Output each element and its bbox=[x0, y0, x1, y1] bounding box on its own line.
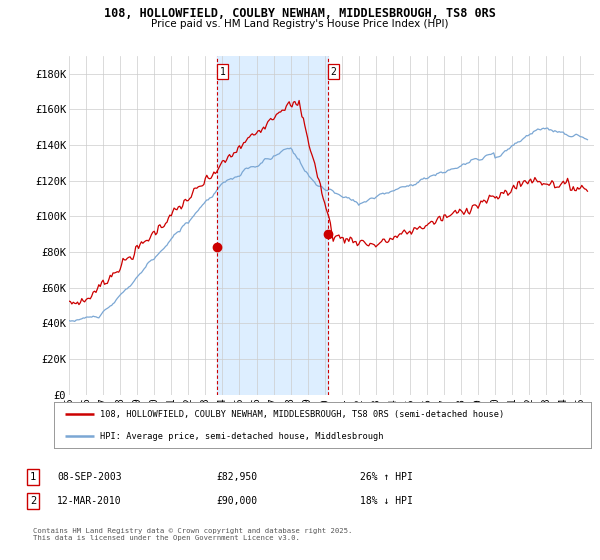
Text: £90,000: £90,000 bbox=[216, 496, 257, 506]
Text: 08-SEP-2003: 08-SEP-2003 bbox=[57, 472, 122, 482]
Text: 26% ↑ HPI: 26% ↑ HPI bbox=[360, 472, 413, 482]
Text: 108, HOLLOWFIELD, COULBY NEWHAM, MIDDLESBROUGH, TS8 0RS: 108, HOLLOWFIELD, COULBY NEWHAM, MIDDLES… bbox=[104, 7, 496, 20]
Text: 12-MAR-2010: 12-MAR-2010 bbox=[57, 496, 122, 506]
Text: 2: 2 bbox=[30, 496, 36, 506]
Text: 18% ↓ HPI: 18% ↓ HPI bbox=[360, 496, 413, 506]
Text: Price paid vs. HM Land Registry's House Price Index (HPI): Price paid vs. HM Land Registry's House … bbox=[151, 19, 449, 29]
Text: 2: 2 bbox=[331, 67, 337, 77]
Text: £82,950: £82,950 bbox=[216, 472, 257, 482]
Text: 1: 1 bbox=[220, 67, 226, 77]
Text: 1: 1 bbox=[30, 472, 36, 482]
Text: 108, HOLLOWFIELD, COULBY NEWHAM, MIDDLESBROUGH, TS8 0RS (semi-detached house): 108, HOLLOWFIELD, COULBY NEWHAM, MIDDLES… bbox=[100, 410, 504, 419]
Text: Contains HM Land Registry data © Crown copyright and database right 2025.
This d: Contains HM Land Registry data © Crown c… bbox=[33, 528, 352, 541]
Bar bbox=[217, 56, 328, 395]
Text: HPI: Average price, semi-detached house, Middlesbrough: HPI: Average price, semi-detached house,… bbox=[100, 432, 383, 441]
